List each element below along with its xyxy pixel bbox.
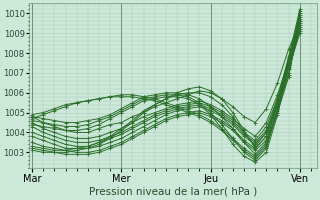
X-axis label: Pression niveau de la mer( hPa ): Pression niveau de la mer( hPa )	[89, 187, 257, 197]
